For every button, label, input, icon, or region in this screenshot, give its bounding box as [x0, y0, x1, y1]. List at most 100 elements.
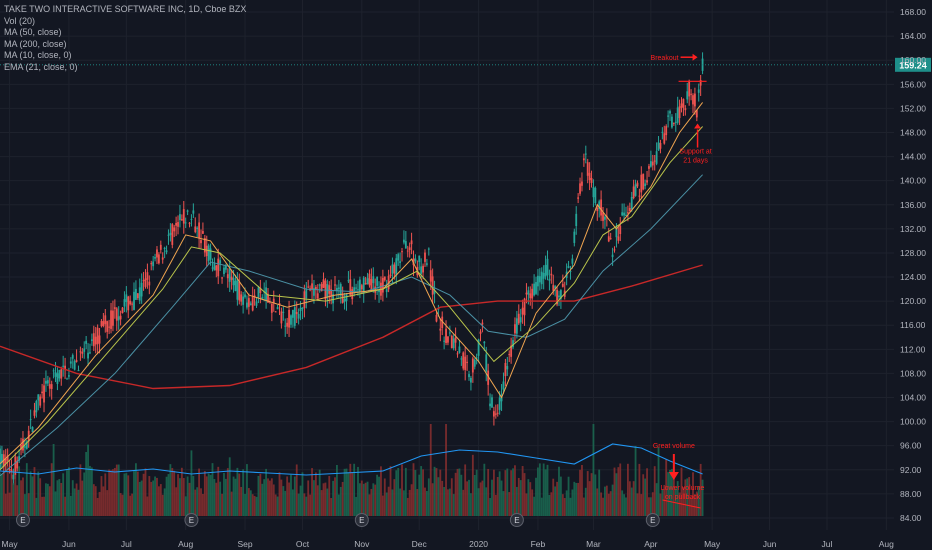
volume-bar-325	[621, 490, 624, 516]
volume-bar-225	[429, 424, 432, 516]
candle-body-131	[249, 303, 252, 306]
series-line-3	[0, 126, 703, 471]
candle-body-349	[667, 115, 670, 117]
volume-bar-367	[701, 479, 704, 516]
volume-bar-77	[146, 496, 149, 516]
earnings-marker-3	[509, 513, 524, 527]
volume-bar-142	[270, 478, 273, 516]
candle-body-305	[582, 158, 585, 161]
volume-bar-279	[533, 496, 536, 516]
candle-body-197	[376, 276, 379, 286]
candle-body-61	[115, 308, 118, 321]
volume-bar-307	[586, 471, 589, 516]
volume-bar-332	[634, 445, 637, 516]
volume-bar-183	[349, 463, 352, 516]
volume-bar-157	[299, 485, 302, 516]
candle-body-127	[242, 296, 245, 305]
volume-bar-83	[157, 486, 160, 516]
volume-bar-75	[142, 473, 145, 516]
volume-bar-38	[71, 480, 74, 516]
volume-bar-200	[381, 495, 384, 516]
candle-body-249	[475, 357, 478, 359]
candle-body-78	[148, 281, 151, 286]
candle-body-266	[508, 354, 511, 356]
volume-bar-6	[10, 472, 13, 516]
volume-bar-301	[575, 482, 578, 516]
candle-body-209	[399, 261, 402, 263]
candle-body-211	[403, 239, 405, 243]
volume-bar-100	[190, 450, 193, 516]
volume-bar-364	[695, 491, 698, 516]
candle-body-134	[255, 301, 258, 306]
volume-bar-328	[626, 463, 629, 516]
candle-body-359	[686, 91, 689, 100]
candle-body-202	[385, 289, 388, 292]
legend-ma200: MA (200, close)	[4, 38, 67, 49]
candle-body-12	[22, 438, 24, 451]
candle-body-224	[427, 248, 430, 250]
candle-body-107	[203, 238, 206, 253]
candle-body-338	[646, 180, 648, 183]
volume-bar-129	[246, 464, 248, 516]
candle-body-72	[136, 293, 139, 299]
volume-bar-42	[79, 464, 82, 516]
volume-bar-73	[138, 481, 141, 516]
candle-body-362	[692, 95, 694, 105]
volume-bar-168	[320, 490, 323, 516]
candle-body-206	[393, 264, 396, 274]
volume-bar-61	[115, 464, 118, 516]
volume-bar-18	[33, 467, 36, 516]
candle-body-27	[50, 384, 53, 389]
volume-bar-4	[6, 466, 9, 516]
volume-bar-51	[96, 497, 99, 516]
volume-bar-273	[521, 466, 524, 516]
volume-bar-166	[316, 485, 319, 516]
candle-body-76	[144, 278, 147, 287]
volume-bar-165	[314, 472, 317, 516]
candle-body-175	[334, 284, 336, 286]
volume-bar-62	[117, 464, 120, 516]
candle-body-306	[584, 153, 587, 155]
volume-bar-235	[448, 488, 451, 516]
candle-body-66	[125, 294, 128, 303]
volume-bar-122	[232, 476, 235, 516]
candle-body-132	[251, 296, 254, 311]
volume-bar-233	[445, 424, 447, 516]
candle-body-21	[39, 396, 42, 406]
volume-bar-277	[529, 482, 532, 516]
candle-body-149	[284, 325, 287, 327]
y-tick-label-6: 144.00	[900, 152, 926, 162]
volume-bar-67	[127, 475, 130, 516]
volume-bar-294	[561, 494, 564, 516]
candle-body-156	[297, 313, 300, 319]
candle-body-365	[697, 89, 700, 93]
candle-body-324	[619, 225, 622, 235]
candle-body-178	[339, 284, 342, 296]
volume-bar-300	[573, 481, 576, 516]
candle-body-242	[462, 352, 465, 369]
earnings-marker-4	[645, 513, 660, 527]
candle-body-253	[483, 341, 486, 344]
volume-bar-15	[27, 493, 30, 516]
volume-bar-140	[267, 478, 269, 516]
candle-body-11	[20, 444, 22, 450]
volume-bar-28	[52, 444, 55, 516]
volume-bar-238	[454, 472, 457, 516]
candle-body-309	[590, 178, 593, 183]
volume-bar-27	[50, 463, 53, 516]
volume-bar-7	[12, 483, 15, 516]
candle-body-48	[90, 339, 93, 342]
volume-bar-220	[420, 466, 423, 516]
volume-bar-337	[644, 478, 647, 516]
volume-bar-292	[558, 466, 560, 516]
candle-body-4	[6, 455, 9, 461]
candle-body-74	[140, 282, 143, 297]
candle-body-99	[188, 222, 191, 224]
candle-body-267	[510, 345, 513, 357]
volume-bar-163	[311, 468, 313, 516]
candle-body-247	[471, 358, 474, 373]
x-tick-label-4: Sep	[237, 539, 252, 549]
volume-bar-246	[470, 493, 472, 516]
y-tick-label-21: 84.00	[900, 513, 922, 523]
candle-body-143	[272, 298, 275, 303]
